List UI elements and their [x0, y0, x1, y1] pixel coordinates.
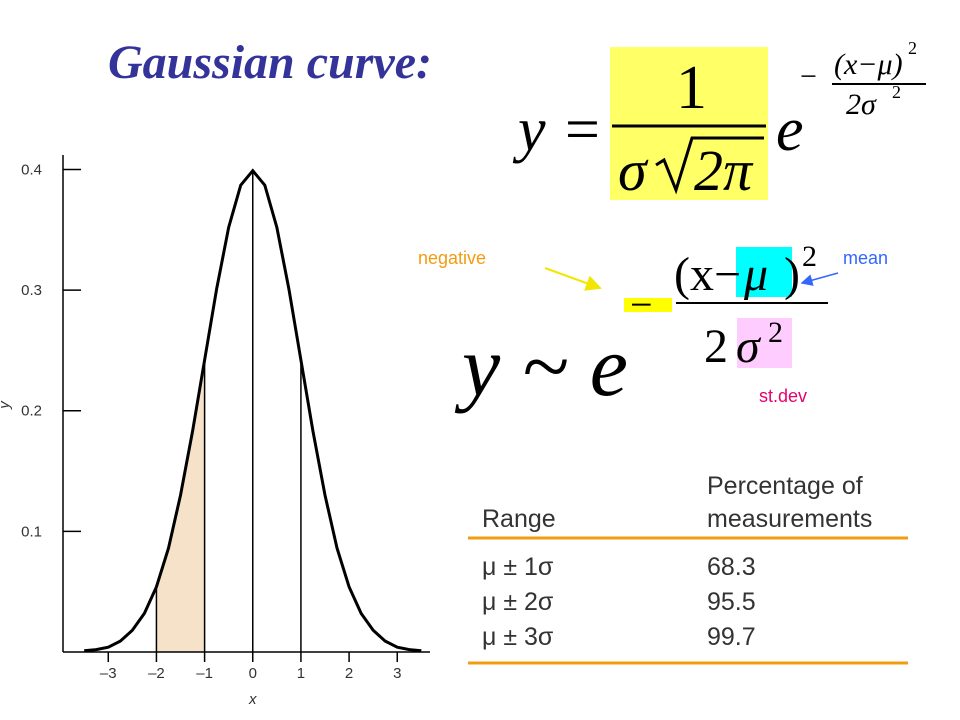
table: Range Percentage of measurements μ ± 1σ 68.3…	[468, 472, 908, 665]
x-tick-label: 3	[393, 665, 401, 682]
x-tick-label: 1	[297, 665, 305, 682]
formula-numerator: )	[784, 248, 800, 301]
exponent-numerator: (x−μ)	[834, 48, 903, 81]
formula-denominator: 2	[704, 320, 728, 373]
formula-mu: μ	[743, 248, 768, 301]
arrow	[544, 267, 602, 291]
column-header: Percentage of	[707, 472, 863, 500]
curve	[84, 168, 422, 653]
table-cell: 99.7	[707, 623, 756, 651]
formula-sign: −	[630, 282, 653, 327]
formula-lhs: y =	[512, 96, 603, 164]
exponent-power: 2	[892, 82, 901, 102]
x-tick-label: 2	[345, 665, 353, 682]
highlight	[736, 247, 792, 297]
formula-lhs: y ~ e	[454, 318, 628, 414]
x-tick-label: –1	[196, 665, 213, 682]
sqrt-sign	[655, 136, 764, 195]
formula-root: 2π	[694, 138, 754, 203]
y-axis-label: y	[0, 400, 13, 410]
column-header: Range	[482, 505, 556, 533]
exponent-sign: −	[800, 60, 817, 93]
column-header: measurements	[707, 505, 872, 533]
formula-sigma: σ	[736, 320, 762, 373]
arrow	[800, 272, 839, 286]
formula-numerator: (x−	[674, 248, 741, 301]
title: Gaussian curve:	[108, 36, 432, 89]
highlight	[737, 318, 792, 368]
y-tick-label: 0.4	[21, 161, 42, 178]
highlight	[610, 47, 768, 200]
y-tick-label: 0.3	[21, 282, 42, 299]
table-cell: μ ± 2σ	[482, 588, 554, 616]
annotation: mean	[843, 248, 888, 268]
x-axis-label: x	[248, 691, 257, 708]
formula-numerator: 1	[676, 54, 707, 122]
highlight	[624, 298, 672, 312]
formula-base: e	[776, 96, 804, 164]
x-tick-label: 0	[249, 665, 257, 682]
formula-power: 2	[768, 316, 783, 349]
table-cell: 95.5	[707, 588, 756, 616]
formula-sigma: σ	[618, 138, 649, 203]
y-tick-label: 0.1	[21, 523, 42, 540]
table-cell: 68.3	[707, 553, 756, 581]
table-cell: μ ± 1σ	[482, 553, 554, 581]
annotation: negative	[418, 248, 486, 268]
annotation: st.dev	[759, 386, 807, 406]
exponent-denominator: 2σ	[846, 88, 877, 121]
table-cell: μ ± 3σ	[482, 623, 554, 651]
x-tick-label: –2	[148, 665, 165, 682]
formula-power: 2	[802, 240, 817, 273]
chart: 0.1 0.2 0.3 0.4 –3 –2 –1 0 1 2 3 x y	[0, 155, 430, 708]
y-tick-label: 0.2	[21, 403, 42, 420]
x-tick-label: –3	[100, 665, 117, 682]
exponent-power: 2	[908, 38, 917, 58]
